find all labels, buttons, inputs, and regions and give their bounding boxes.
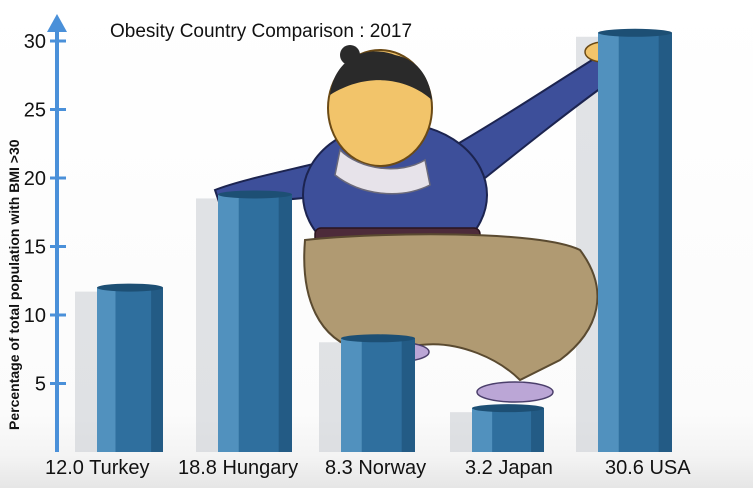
category-label: 18.8 Hungary <box>178 457 298 479</box>
category-label: 30.6 USA <box>605 457 691 479</box>
y-tick-label: 20 <box>24 168 46 190</box>
y-tick-label: 5 <box>35 374 46 396</box>
chart-title: Obesity Country Comparison : 2017 <box>110 21 412 42</box>
category-label: 3.2 Japan <box>465 457 553 479</box>
bar-highlight <box>97 287 116 452</box>
bar-highlight <box>341 338 362 452</box>
y-tick-label: 15 <box>24 237 46 259</box>
bar-highlight <box>472 408 493 452</box>
bar-2 <box>218 190 292 452</box>
bar-cap <box>472 404 544 413</box>
bar-cap <box>218 190 292 199</box>
bar-edge <box>658 32 672 452</box>
bar-cap <box>598 28 672 37</box>
bar-5 <box>598 28 672 452</box>
category-label: 12.0 Turkey <box>45 457 150 479</box>
bar-1 <box>97 283 163 452</box>
bar-edge <box>278 194 292 452</box>
bar-highlight <box>598 32 619 452</box>
y-tick-label: 25 <box>24 100 46 122</box>
y-axis: 5 10 15 20 25 30 <box>24 14 67 452</box>
bar-edge <box>401 338 415 452</box>
bar-cap <box>97 283 163 292</box>
bar-highlight <box>218 194 239 452</box>
cartoon-sumo-figure-icon <box>213 41 622 403</box>
category-label: 8.3 Norway <box>325 457 426 479</box>
bar-edge <box>151 287 163 452</box>
bar-edge <box>531 408 544 452</box>
bar-cap <box>341 334 415 343</box>
y-tick-label: 30 <box>24 31 46 53</box>
y-axis-arrow-icon <box>47 14 67 32</box>
bar-3 <box>341 334 415 452</box>
bar-4 <box>472 404 544 452</box>
category-labels: 12.0 Turkey 18.8 Hungary 8.3 Norway 3.2 Jap… <box>45 457 691 479</box>
y-tick-label: 10 <box>24 305 46 327</box>
y-axis-label: Percentage of total population with BMI … <box>6 139 22 430</box>
bars-group <box>97 28 672 452</box>
